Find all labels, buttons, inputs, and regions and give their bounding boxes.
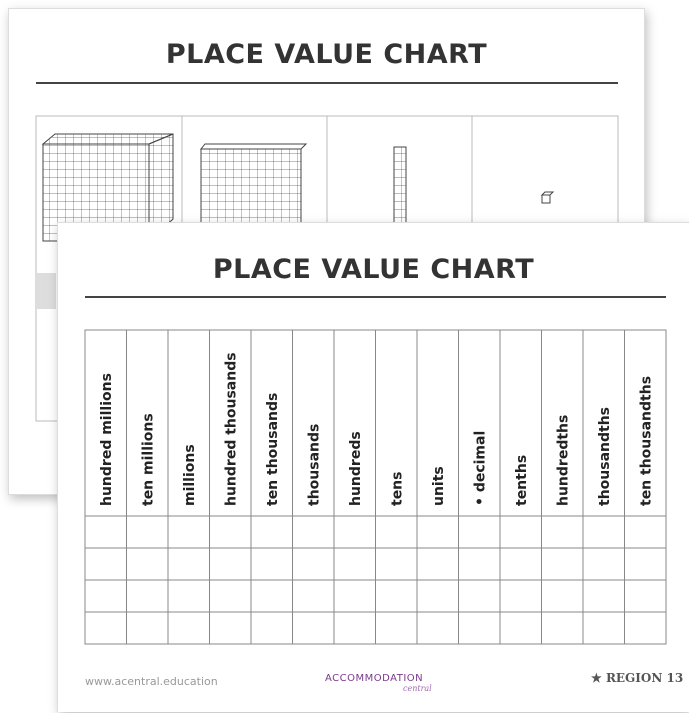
column-header: thousands (306, 424, 322, 506)
column-header: tenths (514, 455, 530, 506)
column-header: hundred millions (99, 373, 115, 506)
column-header: ten millions (140, 413, 156, 506)
front-sheet: PLACE VALUE CHART hundred millions ten mi… (57, 222, 689, 712)
front-title: PLACE VALUE CHART (212, 254, 535, 285)
column-header: tens (389, 472, 405, 507)
column-header: thousandths (597, 407, 613, 506)
column-header: hundreds (348, 431, 364, 506)
back-title: PLACE VALUE CHART (165, 39, 488, 70)
column-header: • decimal (472, 431, 488, 506)
footer-url: www.acentral.education (85, 675, 218, 688)
column-header: ten thousands (265, 393, 281, 506)
column-header: units (431, 466, 447, 506)
title-rule (85, 296, 666, 298)
place-value-table: hundred millions ten millions millions hund… (84, 329, 667, 645)
logo: ACCOMMODATION (325, 673, 424, 684)
region-text: REGION 13 (605, 671, 684, 685)
title-rule (36, 82, 618, 84)
column-header: millions (182, 444, 198, 506)
column-header: hundred thousands (223, 352, 239, 506)
column-header: ten thousandths (638, 376, 654, 506)
region-logo: ★ REGION 13 (591, 671, 684, 685)
column-header: hundredths (555, 415, 571, 506)
logo-sub: central (403, 684, 432, 693)
